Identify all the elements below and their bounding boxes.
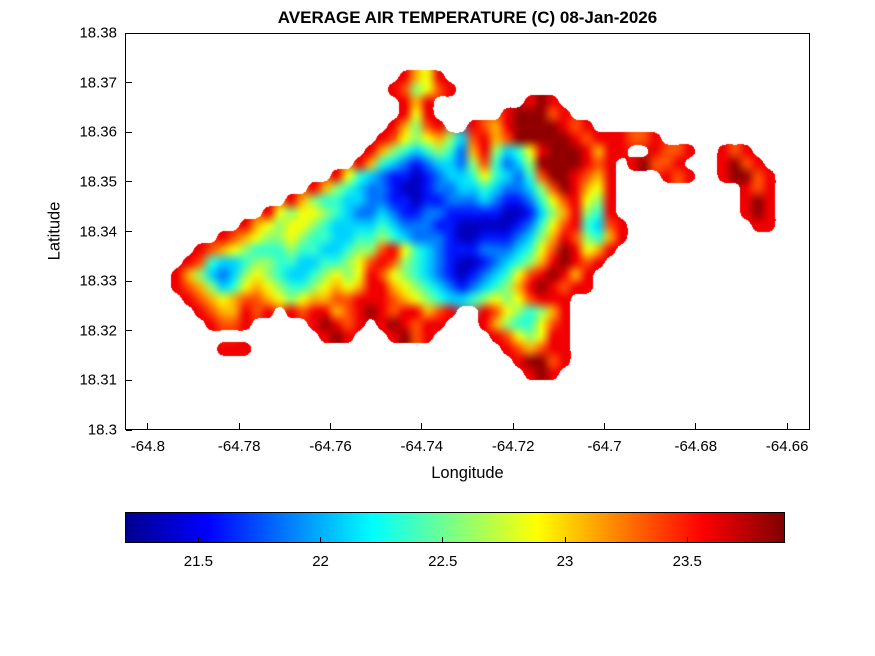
- x-tick-mark: [147, 423, 149, 429]
- y-tick-mark: [126, 32, 132, 34]
- y-tick-mark: [126, 181, 132, 183]
- y-tick-label: 18.34: [79, 223, 117, 240]
- x-tick-label: -64.72: [491, 438, 535, 455]
- x-tick-label: -64.74: [400, 438, 444, 455]
- x-tick-label: -64.7: [587, 438, 622, 455]
- plot-area: [125, 33, 810, 430]
- y-tick-label: 18.36: [79, 123, 117, 141]
- colorbar-tick-mark: [197, 537, 199, 542]
- x-tick-label: -64.68: [674, 438, 718, 455]
- x-tick-mark: [238, 423, 240, 429]
- x-axis-label: Longitude: [431, 464, 504, 482]
- y-tick-mark: [126, 379, 132, 381]
- y-tick-mark: [126, 82, 132, 84]
- colorbar-tick-label: 23: [556, 553, 574, 570]
- colorbar-tick-label: 22: [312, 553, 329, 570]
- x-tick-mark: [786, 423, 788, 429]
- y-tick-label: 18.37: [79, 74, 117, 92]
- y-tick-mark: [126, 330, 132, 332]
- x-tick-mark: [695, 423, 697, 429]
- y-tick-label: 18.32: [79, 322, 117, 340]
- x-tick-label: -64.76: [309, 438, 352, 455]
- chart-title: AVERAGE AIR TEMPERATURE (C) 08-Jan-2026: [277, 8, 658, 27]
- x-tick-mark: [512, 423, 514, 429]
- x-tick-mark: [330, 423, 331, 429]
- y-tick-mark: [126, 429, 132, 431]
- colorbar-tick-label: 22.5: [428, 553, 458, 570]
- y-tick-label: 18.31: [79, 371, 117, 389]
- y-tick-mark: [126, 280, 132, 282]
- y-tick-mark: [126, 231, 132, 232]
- colorbar-tick-mark: [686, 537, 688, 542]
- y-tick-label: 18.35: [79, 173, 117, 191]
- y-tick-label: 18.3: [87, 421, 117, 439]
- colorbar-tick-mark: [320, 537, 322, 542]
- x-tick-label: -64.8: [130, 438, 165, 455]
- x-tick-label: -64.78: [217, 438, 261, 455]
- y-tick-label: 18.38: [79, 24, 117, 42]
- y-tick-mark: [126, 131, 132, 133]
- x-tick-mark: [604, 423, 605, 429]
- colorbar-tick-mark: [442, 537, 444, 542]
- heatmap-canvas: [126, 34, 809, 429]
- colorbar-tick-label: 21.5: [183, 553, 213, 570]
- y-tick-label: 18.33: [79, 272, 117, 290]
- x-tick-mark: [421, 423, 423, 429]
- x-tick-label: -64.66: [765, 438, 809, 455]
- colorbar-tick-mark: [564, 537, 566, 542]
- colorbar: [125, 512, 785, 543]
- colorbar-tick-label: 23.5: [672, 553, 702, 570]
